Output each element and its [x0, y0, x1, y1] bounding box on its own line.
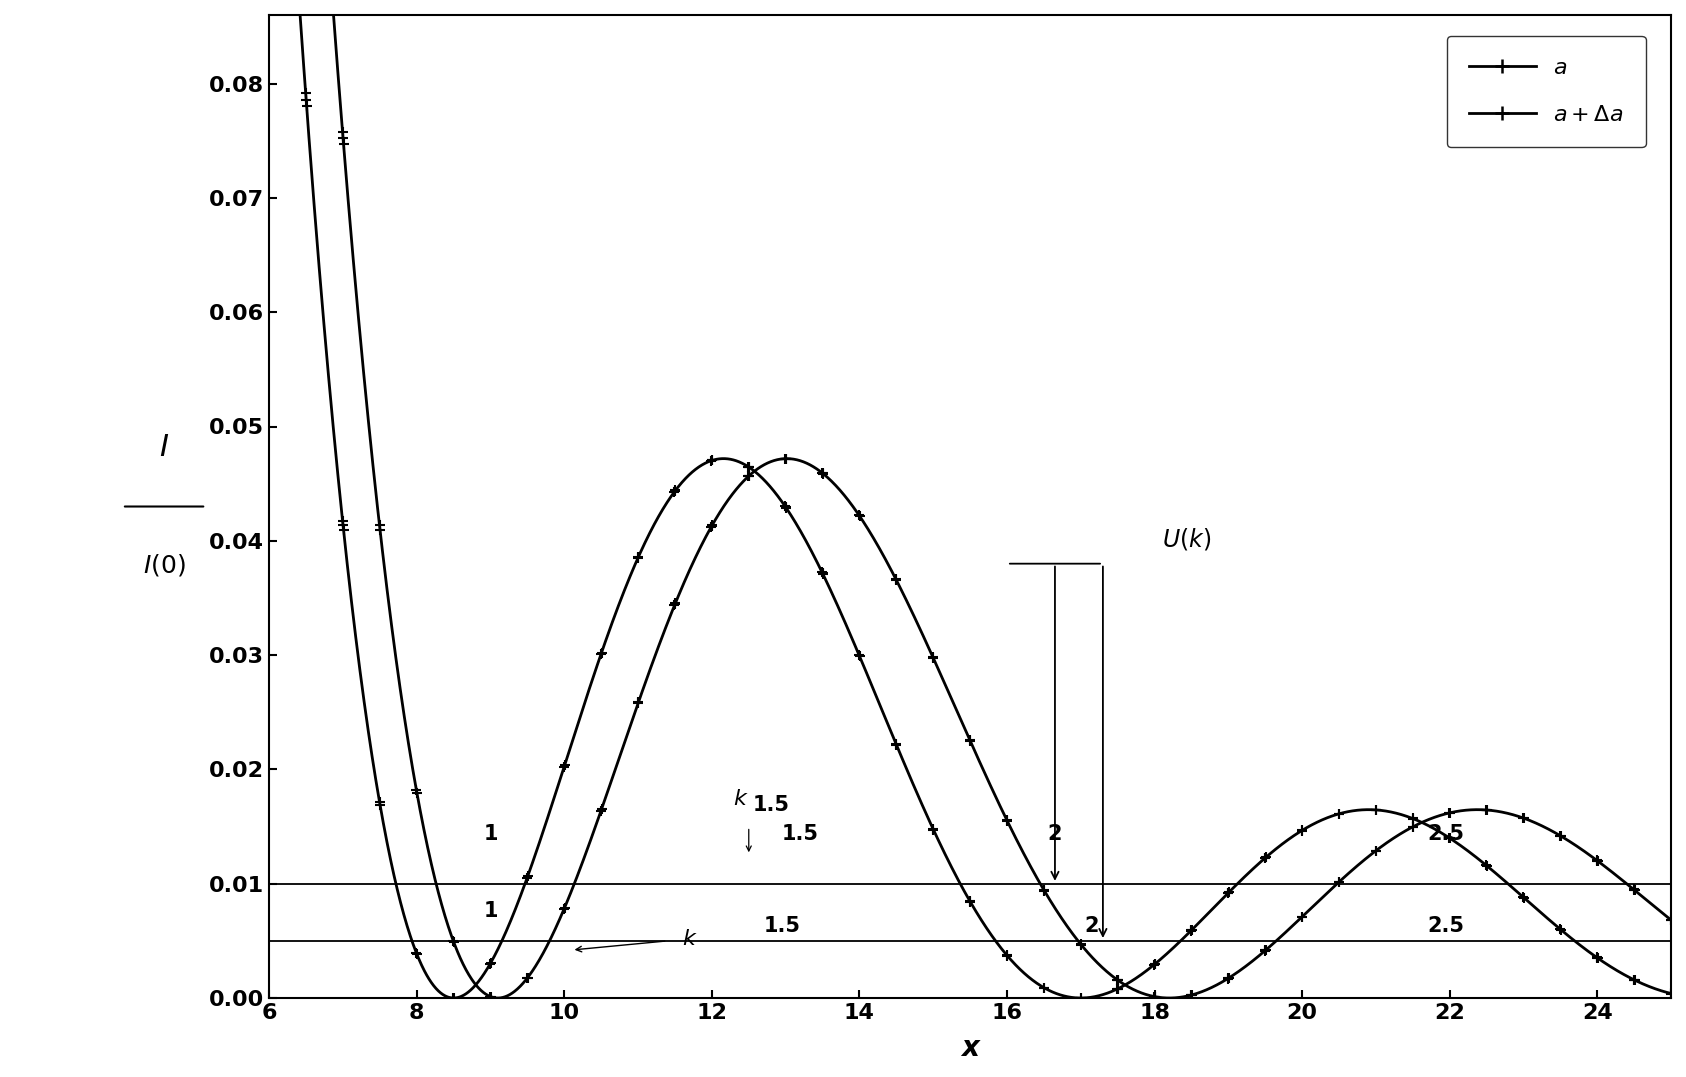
Text: 1.5: 1.5	[764, 915, 801, 936]
Text: 1.5: 1.5	[752, 795, 789, 815]
Text: 2.5: 2.5	[1428, 824, 1465, 843]
Text: $I(0)$: $I(0)$	[143, 553, 185, 578]
Text: 1: 1	[484, 900, 497, 921]
Text: $k$: $k$	[683, 928, 698, 949]
Legend: $a$, $a+\Delta a$: $a$, $a+\Delta a$	[1447, 36, 1646, 148]
X-axis label: x: x	[961, 1034, 980, 1062]
Text: $U(k)$: $U(k)$	[1162, 527, 1211, 553]
Text: 2: 2	[1084, 915, 1099, 936]
Text: 2.5: 2.5	[1428, 915, 1465, 936]
Text: 1.5: 1.5	[782, 824, 819, 843]
Text: $I$: $I$	[158, 433, 169, 462]
Text: $k$: $k$	[733, 789, 749, 810]
Text: 1: 1	[484, 824, 497, 843]
Text: 2: 2	[1047, 824, 1062, 843]
